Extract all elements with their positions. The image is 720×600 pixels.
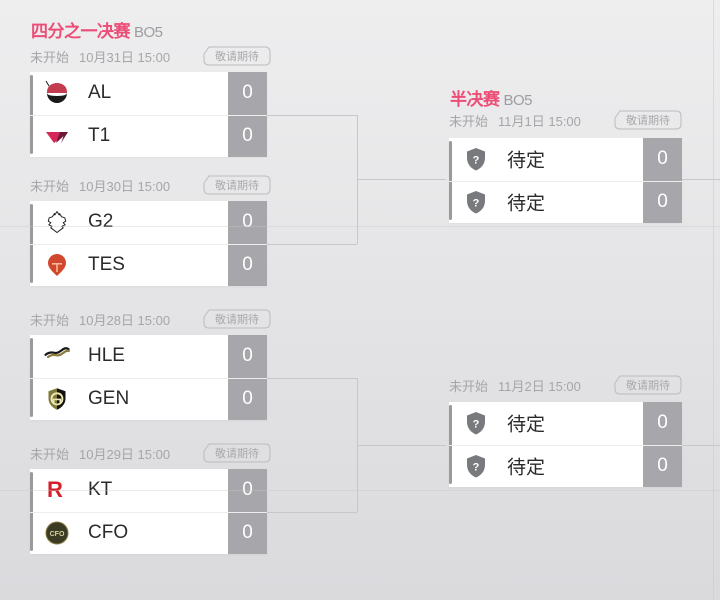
svg-text:?: ? [473,155,480,167]
svg-text:敬请期待: 敬请期待 [215,178,259,192]
svg-text:敬请期待: 敬请期待 [215,446,259,460]
svg-text:?: ? [473,419,480,431]
svg-text:敬请期待: 敬请期待 [626,378,670,392]
svg-text:?: ? [473,462,480,474]
svg-text:?: ? [473,198,480,210]
svg-text:敬请期待: 敬请期待 [215,312,259,326]
svg-text:敬请期待: 敬请期待 [626,113,670,127]
svg-text:敬请期待: 敬请期待 [215,49,259,63]
svg-text:CFO: CFO [50,531,65,538]
